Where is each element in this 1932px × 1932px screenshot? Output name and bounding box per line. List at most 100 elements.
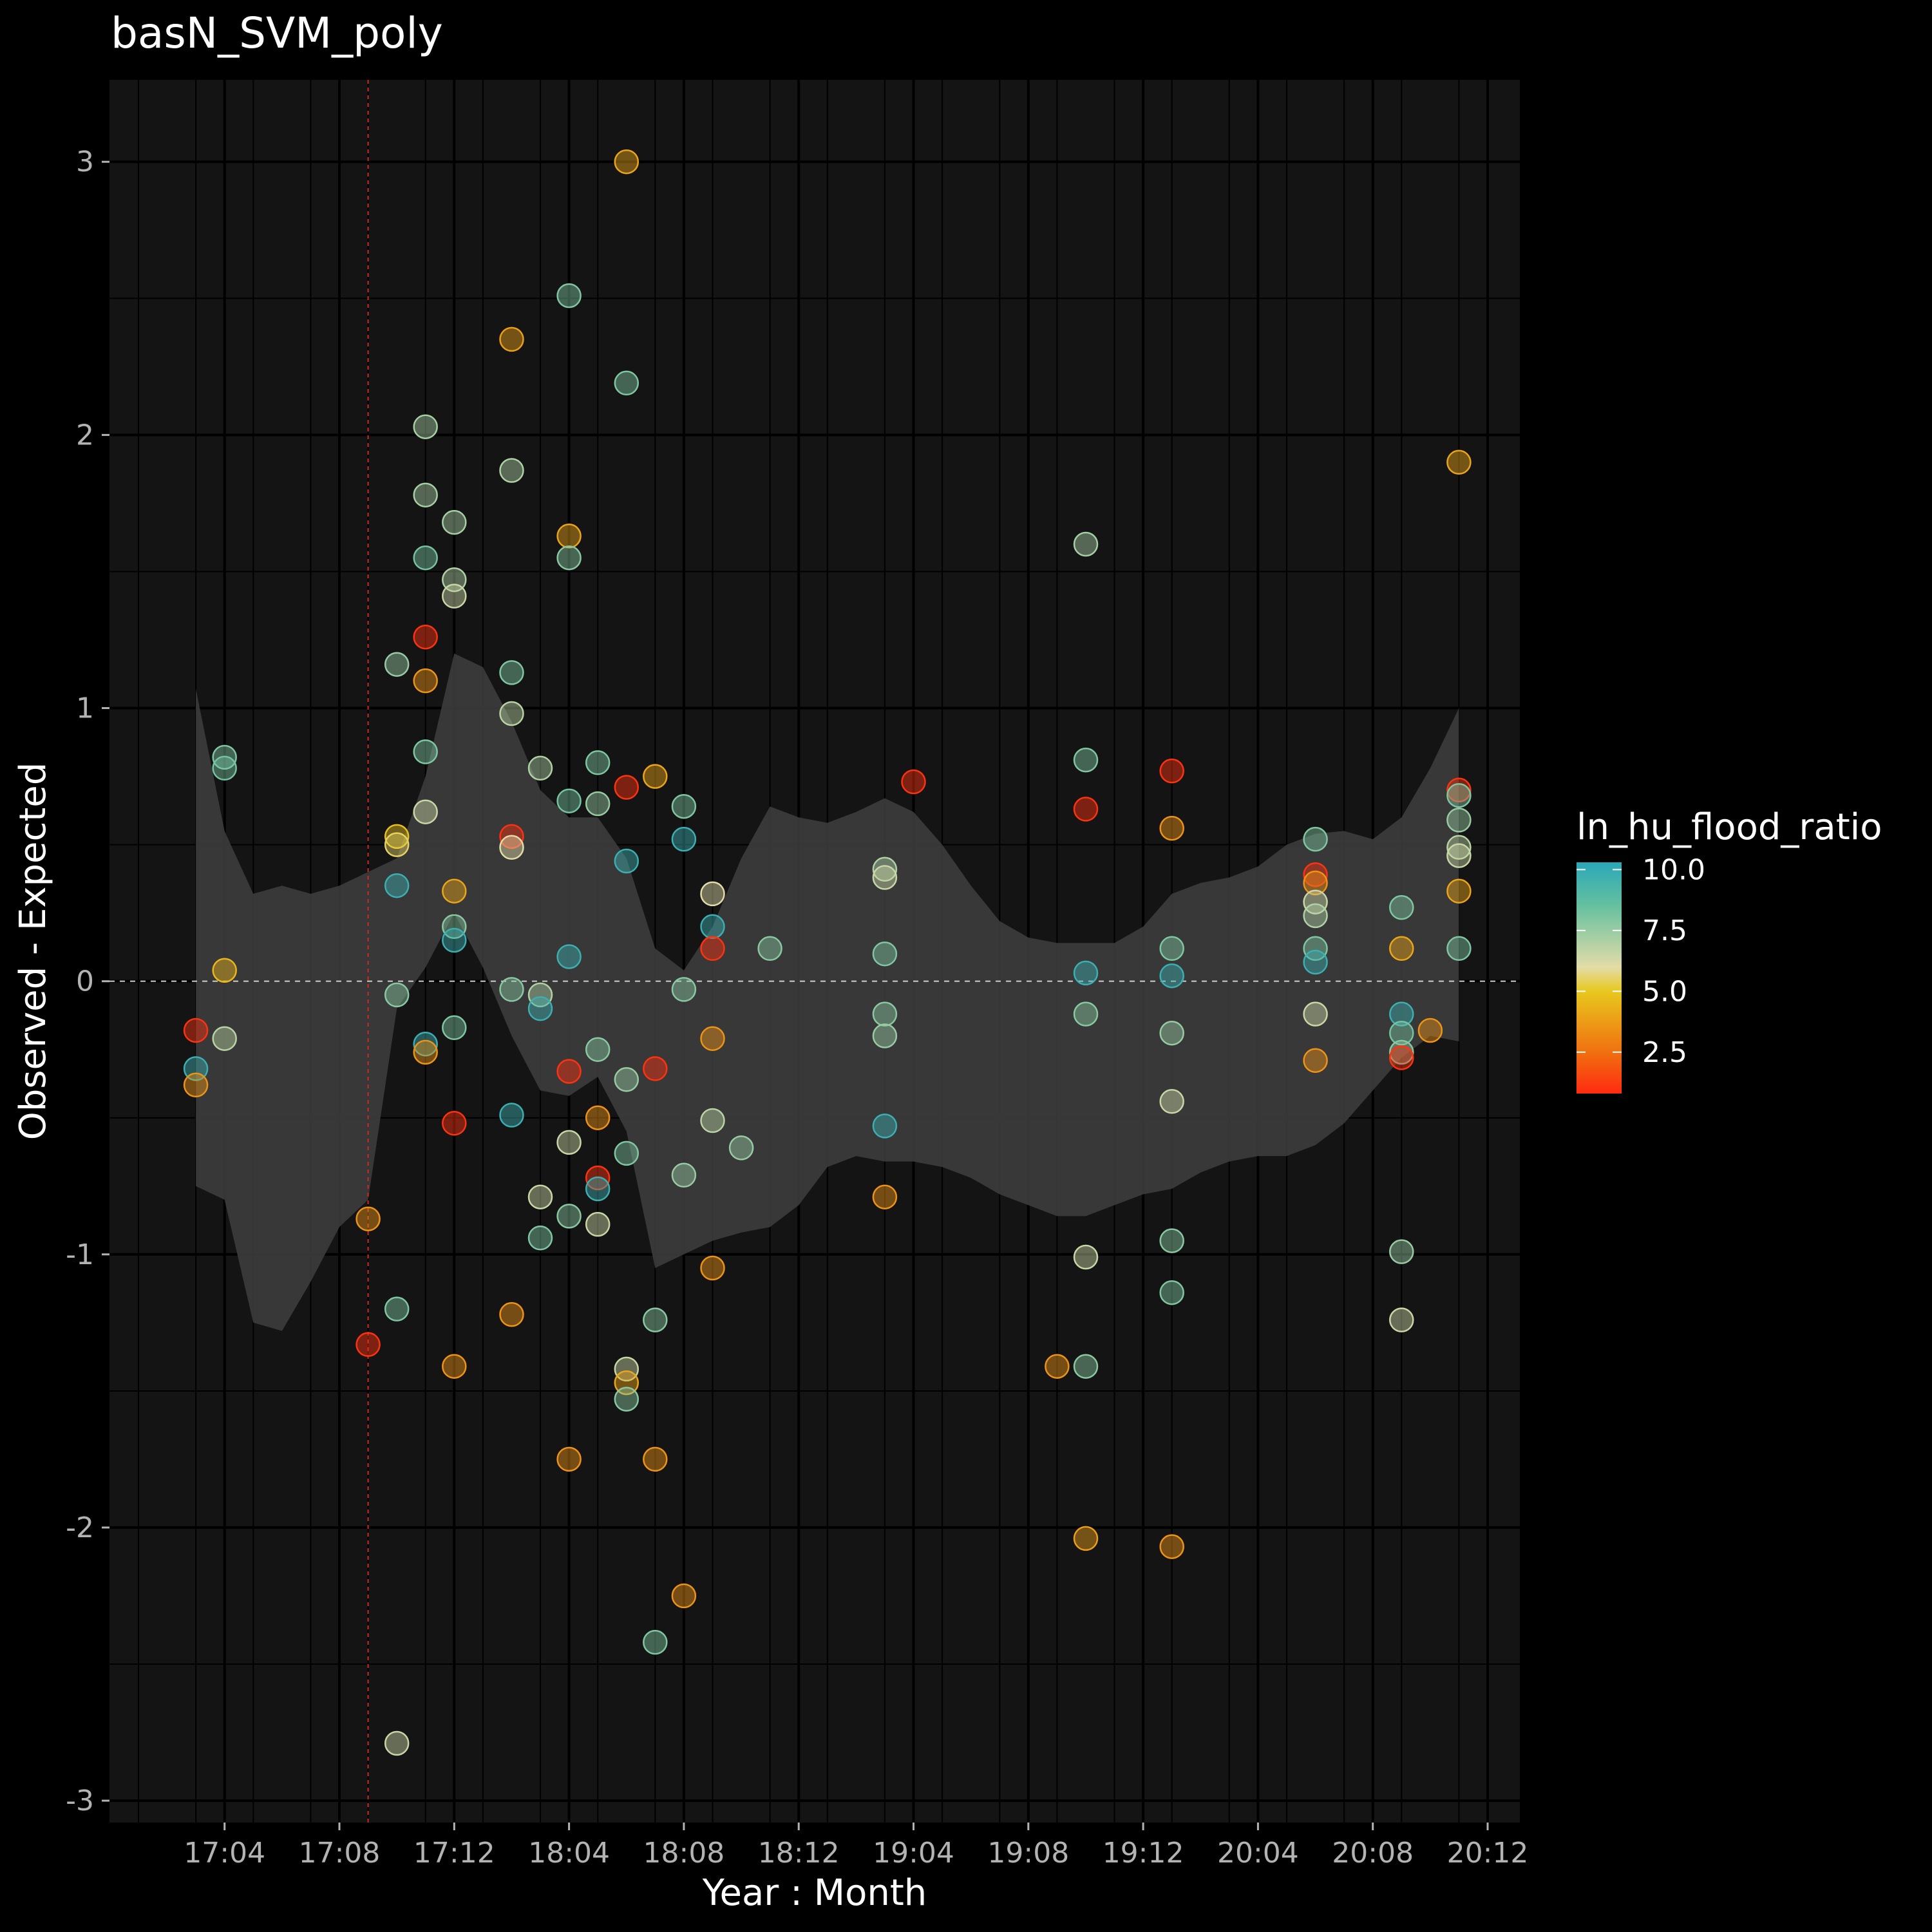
data-point — [700, 1255, 725, 1281]
data-point — [527, 996, 553, 1021]
data-point — [442, 1354, 467, 1379]
y-tick-label: -3 — [66, 1785, 94, 1817]
data-point — [614, 149, 639, 175]
x-tick-label: 20:04 — [1217, 1837, 1299, 1870]
legend-tick-label: 2.5 — [1642, 1036, 1687, 1069]
data-point — [212, 1026, 237, 1051]
data-point — [355, 1206, 381, 1231]
data-point — [700, 936, 725, 961]
legend-colorbar — [1577, 862, 1622, 1094]
data-point — [614, 775, 639, 800]
data-point — [384, 873, 410, 898]
data-point — [901, 769, 926, 795]
data-point — [499, 1302, 524, 1327]
data-point — [1389, 936, 1414, 961]
data-point — [556, 944, 582, 969]
x-tick-label: 20:12 — [1447, 1837, 1529, 1870]
data-point — [1389, 1039, 1414, 1065]
data-point — [413, 668, 438, 694]
data-point — [872, 941, 898, 967]
data-point — [1389, 895, 1414, 920]
chart-title: basN_SVM_poly — [111, 8, 443, 58]
data-point — [1446, 835, 1472, 860]
data-point — [1045, 1354, 1070, 1379]
x-axis-title: Year : Month — [702, 1872, 927, 1914]
y-tick-label: 3 — [76, 146, 94, 178]
y-tick-label: 0 — [76, 965, 94, 998]
data-point — [1303, 903, 1328, 929]
y-tick-label: -1 — [66, 1238, 94, 1271]
x-axis-ticks: 17:04 17:08 17:12 18:04 18:08 18:12 19:04 19:08… — [184, 1823, 1528, 1870]
data-point — [1303, 889, 1328, 914]
x-tick-label: 19:12 — [1103, 1837, 1184, 1870]
data-point — [442, 927, 467, 953]
x-tick-label: 19:08 — [987, 1837, 1069, 1870]
data-point — [1159, 815, 1184, 841]
data-point — [643, 1307, 668, 1332]
data-point — [556, 1446, 582, 1472]
data-point — [1446, 878, 1472, 904]
data-point — [700, 1026, 725, 1051]
x-tick-label: 17:12 — [413, 1837, 495, 1870]
data-point — [700, 1108, 725, 1133]
data-point — [671, 1583, 697, 1609]
x-tick-label: 20:08 — [1332, 1837, 1414, 1870]
data-point — [1073, 960, 1099, 986]
data-point — [671, 793, 697, 819]
data-point — [585, 1211, 611, 1237]
data-point — [872, 865, 898, 890]
data-point — [585, 1176, 611, 1202]
data-point — [1389, 1239, 1414, 1264]
data-point — [413, 799, 438, 824]
color-legend: ln_hu_flood_ratio 2.5 5.0 7.5 10.0 — [1577, 806, 1882, 1094]
data-point — [872, 1113, 898, 1139]
data-point — [1303, 826, 1328, 852]
data-point — [1073, 1244, 1099, 1270]
data-point — [1303, 1001, 1328, 1027]
data-point — [585, 791, 611, 817]
reference-lines — [109, 80, 1520, 1823]
data-point — [413, 545, 438, 571]
data-point — [614, 1356, 639, 1382]
data-point — [614, 1067, 639, 1092]
data-point — [556, 545, 582, 571]
data-point — [1303, 862, 1328, 887]
legend-title: ln_hu_flood_ratio — [1577, 806, 1882, 848]
data-point — [671, 1162, 697, 1188]
data-point — [614, 370, 639, 396]
data-point — [442, 1110, 467, 1136]
data-point — [384, 652, 410, 677]
data-point — [384, 982, 410, 1008]
data-point — [442, 878, 467, 904]
data-point — [183, 1072, 209, 1098]
data-point — [413, 1031, 438, 1057]
x-tick-label: 17:08 — [299, 1837, 381, 1870]
legend-tick-label: 10.0 — [1642, 853, 1705, 886]
legend-tick-label: 5.0 — [1642, 975, 1687, 1008]
data-point — [872, 1184, 898, 1209]
data-points — [183, 149, 1472, 1756]
data-point — [212, 755, 237, 781]
data-point — [384, 1730, 410, 1756]
confidence-band-group — [196, 653, 1459, 1331]
data-point — [1159, 1280, 1184, 1305]
data-point — [671, 977, 697, 1002]
legend-ticks: 2.5 5.0 7.5 10.0 — [1577, 853, 1705, 1069]
data-point — [1159, 963, 1184, 989]
data-point — [556, 1130, 582, 1155]
data-point — [1303, 936, 1328, 961]
data-point — [556, 524, 582, 549]
data-point — [1417, 1018, 1443, 1043]
data-point — [1446, 450, 1472, 475]
data-point — [556, 1204, 582, 1229]
data-point — [700, 914, 725, 940]
data-point — [1159, 1534, 1184, 1559]
data-point — [1073, 797, 1099, 822]
data-point — [1303, 949, 1328, 975]
y-tick-label: 1 — [76, 692, 94, 725]
data-point — [728, 1135, 754, 1160]
data-point — [384, 832, 410, 857]
data-point — [527, 1184, 553, 1209]
data-point — [556, 788, 582, 813]
data-point — [413, 624, 438, 650]
